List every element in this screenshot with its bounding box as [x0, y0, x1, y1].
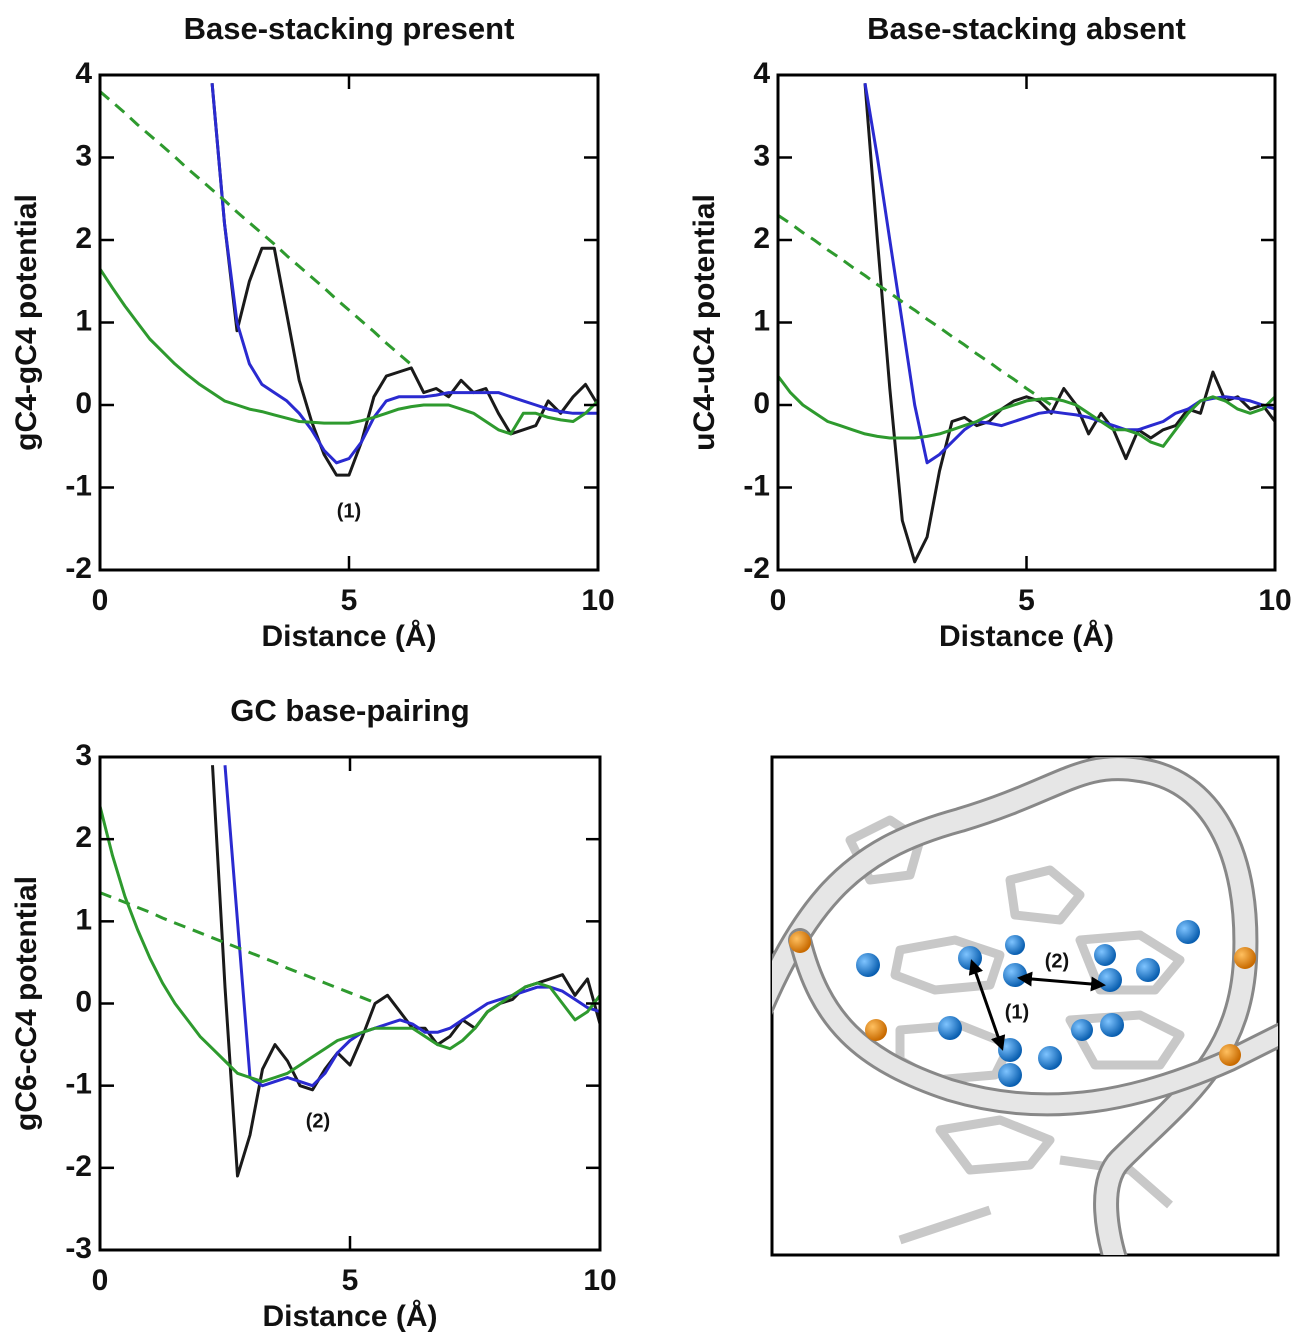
y-tick-label: -2 — [743, 552, 770, 585]
molecule: (1) (2) — [772, 757, 1278, 1255]
annotation: (1) — [337, 500, 361, 522]
y-tick-label: 2 — [75, 222, 92, 255]
x-tick-label: 0 — [770, 584, 787, 617]
x-axis-label: Distance (Å) — [262, 1300, 437, 1333]
data-line — [100, 805, 600, 1084]
data-line — [100, 90, 413, 366]
plot-frame — [98, 73, 600, 572]
x-tick-label: 10 — [1258, 584, 1291, 617]
series-group — [100, 765, 600, 1178]
x-axis-label: Distance (Å) — [939, 620, 1114, 653]
y-tick-label: -2 — [65, 552, 92, 585]
annotation: (2) — [306, 1110, 330, 1132]
data-line — [211, 765, 600, 1178]
x-tick-label: 10 — [581, 584, 614, 617]
chart-title: GC base-pairing — [230, 693, 469, 728]
data-line — [210, 83, 598, 477]
structure-panel: (1) (2) — [770, 755, 1280, 1257]
plot-frame — [776, 73, 1277, 572]
y-axis-label: uC4-uC4 potential — [688, 194, 721, 451]
distance-arrows — [968, 959, 1106, 1051]
y-tick-label: 2 — [753, 222, 770, 255]
chart-title: Base-stacking present — [184, 11, 515, 46]
x-tick-label: 5 — [342, 1264, 359, 1297]
distance-label: (2) — [1045, 950, 1069, 972]
data-line — [863, 83, 1275, 564]
y-tick-label: 3 — [75, 739, 92, 772]
data-line — [778, 214, 1053, 407]
line-chart: Base-stacking absent Distance (Å) uC4-uC4 … — [688, 11, 1292, 653]
y-tick-label: -2 — [65, 1150, 92, 1183]
y-axis-label: gC6-cC4 potential — [10, 876, 43, 1131]
y-tick-label: -3 — [65, 1232, 92, 1265]
y-tick-label: -1 — [65, 469, 92, 502]
y-tick-label: 3 — [753, 139, 770, 172]
series-group — [100, 83, 598, 477]
y-tick-label: 4 — [75, 57, 92, 90]
x-tick-label: 5 — [341, 584, 358, 617]
y-tick-label: 0 — [75, 985, 92, 1018]
backbone — [772, 757, 1278, 1255]
data-line — [100, 268, 598, 436]
y-tick-label: 1 — [75, 903, 92, 936]
data-line — [223, 765, 600, 1088]
line-chart: Base-stacking present Distance (Å) gC4-gC4… — [10, 11, 615, 653]
y-tick-label: -1 — [65, 1068, 92, 1101]
x-tick-label: 0 — [92, 584, 109, 617]
y-tick-label: 1 — [75, 304, 92, 337]
y-tick-label: 2 — [75, 821, 92, 854]
y-tick-label: 3 — [75, 139, 92, 172]
y-axis-label: gC4-gC4 potential — [10, 194, 43, 451]
atoms — [789, 920, 1256, 1087]
line-chart: GC base-pairing Distance (Å) gC6-cC4 poten… — [10, 693, 617, 1333]
data-line — [100, 891, 376, 1005]
series-group — [778, 82, 1275, 564]
x-tick-label: 10 — [583, 1264, 616, 1297]
y-tick-label: 0 — [75, 387, 92, 420]
x-tick-label: 5 — [1018, 584, 1035, 617]
y-tick-label: 4 — [753, 57, 770, 90]
data-line — [778, 375, 1275, 448]
y-tick-label: 1 — [753, 304, 770, 337]
chart-title: Base-stacking absent — [867, 11, 1186, 46]
y-tick-label: -1 — [743, 469, 770, 502]
x-axis-label: Distance (Å) — [261, 620, 436, 653]
x-tick-label: 0 — [92, 1264, 109, 1297]
y-tick-label: 0 — [753, 387, 770, 420]
data-line — [863, 82, 1275, 465]
distance-label: (1) — [1005, 1001, 1029, 1023]
data-line — [210, 83, 598, 465]
plot-frame — [98, 755, 602, 1252]
